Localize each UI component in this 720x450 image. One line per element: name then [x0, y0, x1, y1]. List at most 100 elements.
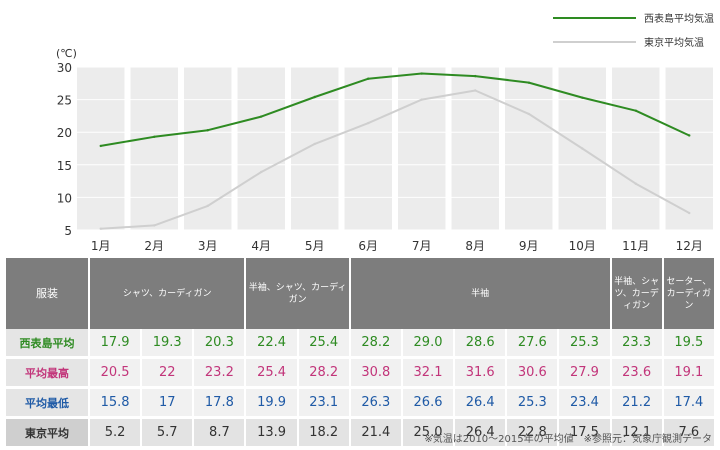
table-cell: 28.6	[455, 329, 506, 359]
table-cell: 17.4	[663, 389, 714, 419]
table-cell: 31.6	[455, 359, 506, 389]
table-cell: 30.8	[350, 359, 401, 389]
table-cell: 7.6	[663, 419, 714, 449]
table-cell: 8.7	[194, 419, 245, 449]
table-cell: 27.6	[507, 329, 558, 359]
table-cell: 22	[142, 359, 193, 389]
table-cell: 22.4	[246, 329, 297, 359]
grid-column	[612, 67, 660, 230]
table-cell: 21.2	[611, 389, 662, 419]
data-point	[581, 147, 584, 150]
table-cell: 21.4	[350, 419, 401, 449]
table-cell: 22.8	[507, 419, 558, 449]
table-cell: 19.9	[246, 389, 297, 419]
table-cell: 23.6	[611, 359, 662, 389]
data-point	[99, 227, 102, 230]
y-tick-label: 10	[57, 191, 72, 205]
series-line-iriomote	[100, 72, 690, 147]
table-cell: 5.7	[142, 419, 193, 449]
table-cell: 5.2	[90, 419, 141, 449]
x-tick-label: 9月	[519, 239, 539, 253]
clothing-cell: 半袖	[350, 258, 610, 329]
x-tick-label: 12月	[676, 239, 703, 253]
table-cell: 23.4	[559, 389, 610, 419]
clothing-cell: シャツ、カーディガン	[90, 258, 245, 329]
table-cell: 23.1	[298, 389, 349, 419]
data-point	[367, 121, 370, 125]
y-tick-label: 30	[57, 61, 72, 75]
data-point	[313, 95, 316, 99]
table-row: 平均最高 20.5 22 23.2 25.4 28.2 30.8 32.1 31.6 30.6 27…	[6, 359, 714, 389]
data-point	[634, 182, 637, 185]
y-tick-label: 15	[57, 159, 72, 173]
data-point	[260, 115, 263, 118]
x-tick-label: 1月	[91, 239, 111, 253]
table-row: 東京平均 5.2 5.7 8.7 13.9 18.2 21.4 25.0 26.4 22.8 17.…	[6, 419, 714, 449]
row-label: 西表島平均	[6, 329, 88, 359]
table-cell: 17.9	[90, 329, 141, 359]
clothing-header-label: 服装	[6, 258, 88, 329]
data-point	[581, 96, 584, 99]
grid-column	[77, 67, 125, 230]
grid-column	[398, 67, 446, 230]
table-cell: 17.8	[194, 389, 245, 419]
x-tick-label: 8月	[465, 239, 485, 253]
y-tick-label: 5	[64, 224, 72, 238]
x-tick-label: 7月	[412, 239, 432, 253]
x-tick-label: 2月	[144, 239, 164, 253]
data-point	[688, 211, 691, 215]
table-cell: 25.4	[298, 329, 349, 359]
y-unit-label: (℃)	[56, 47, 77, 60]
table-cell: 26.6	[402, 389, 454, 419]
data-point	[474, 74, 477, 78]
table-cell: 19.3	[142, 329, 193, 359]
grid-column	[665, 67, 713, 230]
table-row: 平均最低 15.8 17 17.8 19.9 23.1 26.3 26.6 26.4 25.3 23…	[6, 389, 714, 419]
table-cell: 25.4	[246, 359, 297, 389]
x-tick-label: 6月	[358, 239, 378, 253]
clothing-cell: 半袖、シャツ、カーディガン	[611, 258, 662, 329]
table-cell: 25.0	[402, 419, 454, 449]
data-point	[688, 134, 691, 137]
legend-label: 東京平均気温	[644, 36, 704, 49]
table-cell: 15.8	[90, 389, 141, 419]
table-cell: 13.9	[246, 419, 297, 449]
y-tick-label: 20	[57, 126, 72, 140]
x-tick-label: 5月	[305, 239, 325, 253]
x-tick-label: 11月	[622, 239, 649, 253]
grid-column	[184, 67, 232, 230]
table-cell: 29.0	[402, 329, 454, 359]
clothing-cell: セーター、カーディガン	[663, 258, 714, 329]
table-cell: 26.4	[455, 419, 506, 449]
temperature-chart: 5 10 15 20 25 30(℃) 1月 2月 3月 4月 5月 6月 7月 8月 9月 10月 11月 12…	[56, 12, 716, 253]
table-cell: 26.4	[455, 389, 506, 419]
y-tick-label: 25	[57, 94, 72, 108]
table-cell: 23.2	[194, 359, 245, 389]
row-label: 平均最高	[6, 359, 88, 389]
grid-column	[505, 67, 553, 230]
table-row: 西表島平均 17.9 19.3 20.3 22.4 25.4 28.2 29.0 28.6 27.…	[6, 329, 714, 359]
table-cell: 17	[142, 389, 193, 419]
data-point	[313, 142, 316, 146]
data-point	[527, 81, 530, 84]
data-point	[367, 77, 370, 80]
table-cell: 26.3	[350, 389, 401, 419]
table-cell: 32.1	[402, 359, 454, 389]
data-point	[527, 112, 530, 116]
data-point	[153, 135, 156, 138]
data-point	[153, 224, 156, 227]
grid-column	[291, 67, 339, 230]
grid-column	[237, 67, 285, 230]
table-cell: 25.3	[559, 329, 610, 359]
data-point	[420, 98, 423, 101]
x-tick-label: 3月	[198, 239, 218, 253]
table-cell: 19.1	[663, 359, 714, 389]
data-point	[206, 204, 209, 208]
x-tick-label: 10月	[569, 239, 596, 253]
footnote: ※気温は2010～2015年の平均値 ※参照元：気象庁観測データ	[424, 434, 712, 445]
table-cell: 20.5	[90, 359, 141, 389]
table-cell: 23.3	[611, 329, 662, 359]
table-cell: 28.2	[298, 359, 349, 389]
row-label: 東京平均	[6, 419, 88, 449]
grid-column	[130, 67, 178, 230]
